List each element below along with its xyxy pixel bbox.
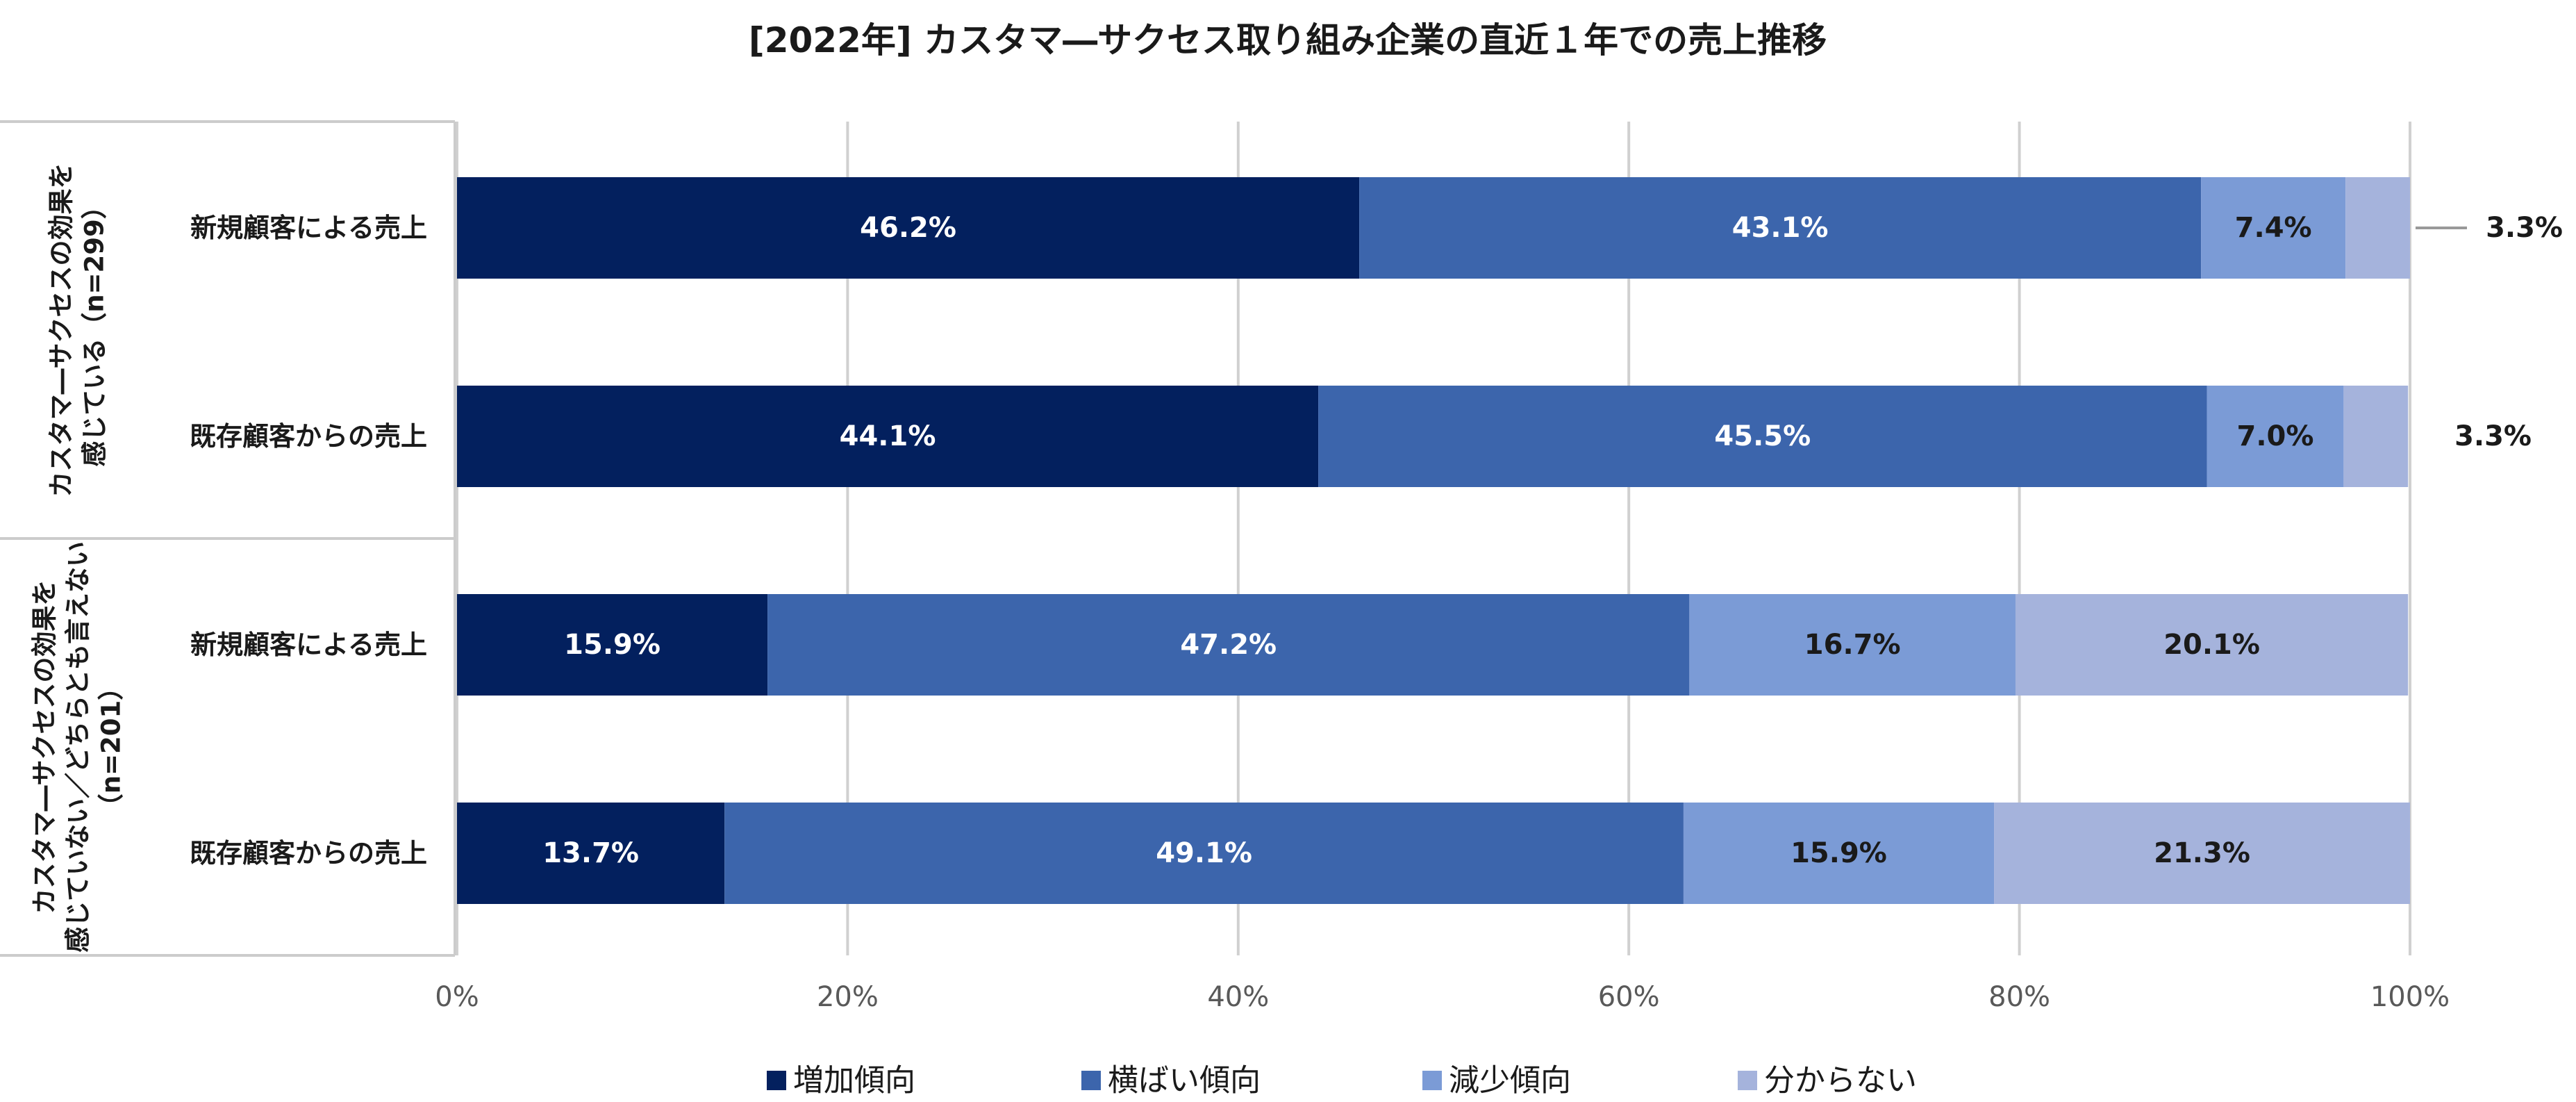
bar-segment [724, 803, 1684, 904]
bar-segment [2345, 177, 2410, 279]
x-tick-label: 40% [1207, 981, 1269, 1013]
category-label: 既存顧客からの売上 [190, 838, 427, 869]
data-label: 3.3% [2486, 212, 2563, 244]
legend-swatch [1738, 1071, 1757, 1090]
group-labels: カスタマ―サクセスの効果を 感じている（n=299）カスタマ―サクセスの効果を 感じ… [0, 120, 456, 957]
x-tick-label: 20% [817, 981, 879, 1013]
group-label: カスタマ―サクセスの効果を [30, 580, 60, 914]
x-tick-label: 0% [435, 981, 479, 1013]
legend-label: 分からない [1764, 1063, 1917, 1099]
x-tick-labels: 0% 20% 40% 60% 80% 100% [435, 981, 2450, 1013]
bar-segment [1359, 177, 2202, 279]
data-label: 49.1% [1156, 837, 1252, 869]
category-label: 新規顧客による売上 [190, 630, 427, 660]
group-label: （n=201） [97, 675, 126, 820]
data-label: 47.2% [1180, 629, 1277, 661]
group-label: カスタマ―サクセスの効果を [47, 163, 76, 497]
bar-segment [2207, 386, 2344, 487]
bar-segment [457, 594, 768, 696]
data-label: 45.5% [1714, 420, 1811, 452]
bar-segment [457, 386, 1319, 487]
data-label: 3.3% [2454, 420, 2532, 452]
data-label: 20.1% [2163, 629, 2260, 661]
bar-segment [2343, 386, 2409, 487]
bar-segment [457, 177, 1360, 279]
legend-label: 減少傾向 [1449, 1063, 1571, 1099]
legend: 増加傾向 横ばい傾向 減少傾向 分からない [767, 1063, 1917, 1099]
group-label: 感じている（n=299） [80, 193, 110, 467]
group-label: 感じていない／どちらとも言えない [63, 541, 93, 953]
data-label: 46.2% [860, 212, 956, 244]
legend-swatch [1422, 1071, 1442, 1090]
data-label: 16.7% [1804, 629, 1901, 661]
data-label: 7.0% [2237, 420, 2314, 452]
bar-segment [2201, 177, 2346, 279]
x-tick-label: 80% [1988, 981, 2050, 1013]
category-label: 既存顧客からの売上 [190, 421, 427, 452]
bar-segment [767, 594, 1690, 696]
legend-swatch [1081, 1071, 1101, 1090]
chart-title: [2022年] カスタマ―サクセス取り組み企業の直近１年での売上推移 [749, 20, 1827, 60]
legend-swatch [767, 1071, 786, 1090]
x-tick-label: 100% [2370, 981, 2450, 1013]
bar-segment [1318, 386, 2207, 487]
bar-segment [2015, 594, 2409, 696]
data-label: 7.4% [2235, 212, 2312, 244]
bars: 新規顧客による売上 46.2% 43.1% 7.4% 3.3% 既存顧客からの売上 44.1… [190, 177, 2563, 904]
data-label: 44.1% [840, 420, 936, 452]
bar-segment [457, 803, 725, 904]
legend-label: 増加傾向 [793, 1063, 915, 1099]
bar-segment [1994, 803, 2410, 904]
category-label: 新規顧客による売上 [190, 213, 427, 243]
x-tick-label: 60% [1598, 981, 1660, 1013]
data-label: 15.9% [564, 629, 660, 661]
legend-label: 横ばい傾向 [1108, 1063, 1261, 1099]
data-label: 15.9% [1790, 837, 1887, 869]
data-label: 21.3% [2154, 837, 2250, 869]
bar-segment [1689, 594, 2016, 696]
bar-segment [1683, 803, 1995, 904]
data-label: 13.7% [542, 837, 639, 869]
data-label: 43.1% [1732, 212, 1829, 244]
